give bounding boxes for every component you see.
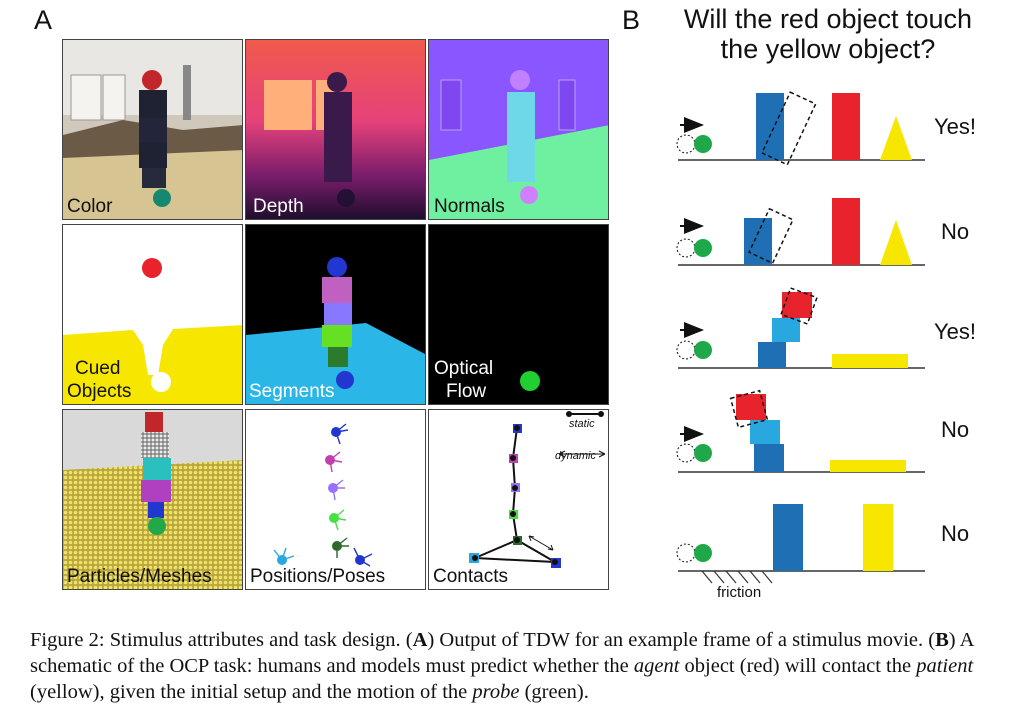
caption-probe: probe [472, 681, 519, 703]
caption-a-text: ) Output of TDW for an example frame of … [427, 629, 935, 651]
scenario-row-2 [677, 198, 925, 265]
caption-prefix: Figure 2: Stimulus attributes and task d… [30, 629, 413, 651]
scenario-row-1 [677, 92, 925, 165]
particles-label: Particles/Meshes [67, 566, 212, 587]
caption-a-letter: A [413, 629, 428, 651]
segments-label: Segments [249, 381, 335, 402]
answer-row-3: Yes! [934, 319, 976, 345]
caption-suffix: (green). [519, 681, 588, 703]
contacts-tile: static dynamic Contacts [428, 409, 609, 590]
particles-render [63, 410, 243, 590]
answer-row-2: No [941, 219, 969, 245]
friction-hatch [702, 571, 772, 583]
contacts-legend-dynamic: dynamic [555, 450, 596, 462]
color-label: Color [67, 196, 112, 217]
cued-objects-label-2: Objects [67, 381, 131, 402]
depth-tile: Depth [245, 39, 426, 220]
positions-label: Positions/Poses [250, 566, 385, 587]
optical-flow-tile: Optical Flow [428, 224, 609, 405]
normals-render [429, 40, 609, 220]
depth-render [246, 40, 426, 220]
scenario-row-5 [677, 504, 925, 583]
scenario-row-4 [677, 391, 925, 472]
particles-tile: Particles/Meshes [62, 409, 243, 590]
friction-label: friction [717, 584, 761, 601]
optical-flow-label-1: Optical [434, 358, 493, 379]
contacts-render [429, 410, 609, 590]
caption-b-letter: B [935, 629, 949, 651]
caption-mid1: object (red) will contact the [679, 655, 916, 677]
figure-caption: Figure 2: Stimulus attributes and task d… [30, 627, 990, 705]
answer-row-5: No [941, 521, 969, 547]
optical-flow-label-2: Flow [446, 381, 486, 402]
cued-objects-label-1: Cued [75, 358, 120, 379]
answer-row-1: Yes! [934, 114, 976, 140]
cued-objects-tile: Cued Objects [62, 224, 243, 405]
normals-label: Normals [434, 196, 505, 217]
segments-render [246, 225, 426, 405]
task-question-line-2: the yellow object? [668, 34, 988, 64]
task-question-line-1: Will the red object touch [668, 4, 988, 34]
color-tile: Color [62, 39, 243, 220]
caption-mid2: (yellow), given the initial setup and th… [30, 681, 472, 703]
panel-b-letter: B [622, 5, 640, 36]
task-question: Will the red object touch the yellow obj… [668, 4, 988, 64]
caption-agent: agent [634, 655, 680, 677]
positions-tile: Positions/Poses [245, 409, 426, 590]
scenario-row-3 [677, 288, 925, 368]
segments-tile: Segments [245, 224, 426, 405]
caption-patient: patient [916, 655, 973, 677]
contacts-label: Contacts [433, 566, 508, 587]
panel-a-letter: A [34, 5, 52, 36]
contacts-legend-static: static [569, 418, 595, 430]
normals-tile: Normals [428, 39, 609, 220]
positions-render [246, 410, 426, 590]
color-render [63, 40, 243, 220]
answer-row-4: No [941, 417, 969, 443]
depth-label: Depth [253, 196, 304, 217]
ocp-schematic [670, 80, 930, 610]
